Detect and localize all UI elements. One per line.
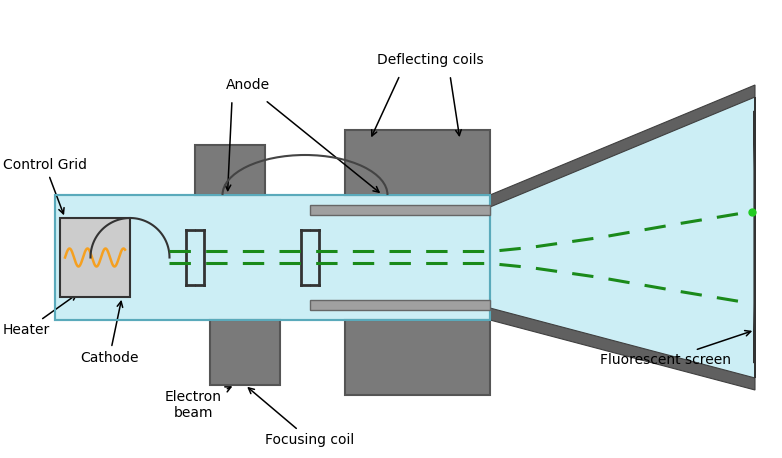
Text: Cathode: Cathode xyxy=(80,301,138,365)
Polygon shape xyxy=(490,97,755,378)
Text: Deflecting coils: Deflecting coils xyxy=(377,53,483,67)
Text: Fluorescent screen: Fluorescent screen xyxy=(600,331,751,367)
FancyBboxPatch shape xyxy=(310,205,490,215)
FancyBboxPatch shape xyxy=(310,300,490,310)
FancyBboxPatch shape xyxy=(345,320,490,395)
Text: Focusing coil: Focusing coil xyxy=(249,388,354,447)
FancyBboxPatch shape xyxy=(345,130,490,195)
Text: Control Grid: Control Grid xyxy=(3,158,87,214)
Polygon shape xyxy=(754,97,755,378)
Polygon shape xyxy=(490,308,755,390)
Text: Anode: Anode xyxy=(226,78,270,92)
Polygon shape xyxy=(490,85,755,207)
FancyBboxPatch shape xyxy=(210,320,280,385)
Text: Electron
beam: Electron beam xyxy=(165,387,231,420)
Text: Heater: Heater xyxy=(3,294,77,337)
FancyBboxPatch shape xyxy=(60,218,130,297)
FancyBboxPatch shape xyxy=(195,145,265,195)
FancyBboxPatch shape xyxy=(55,195,490,320)
